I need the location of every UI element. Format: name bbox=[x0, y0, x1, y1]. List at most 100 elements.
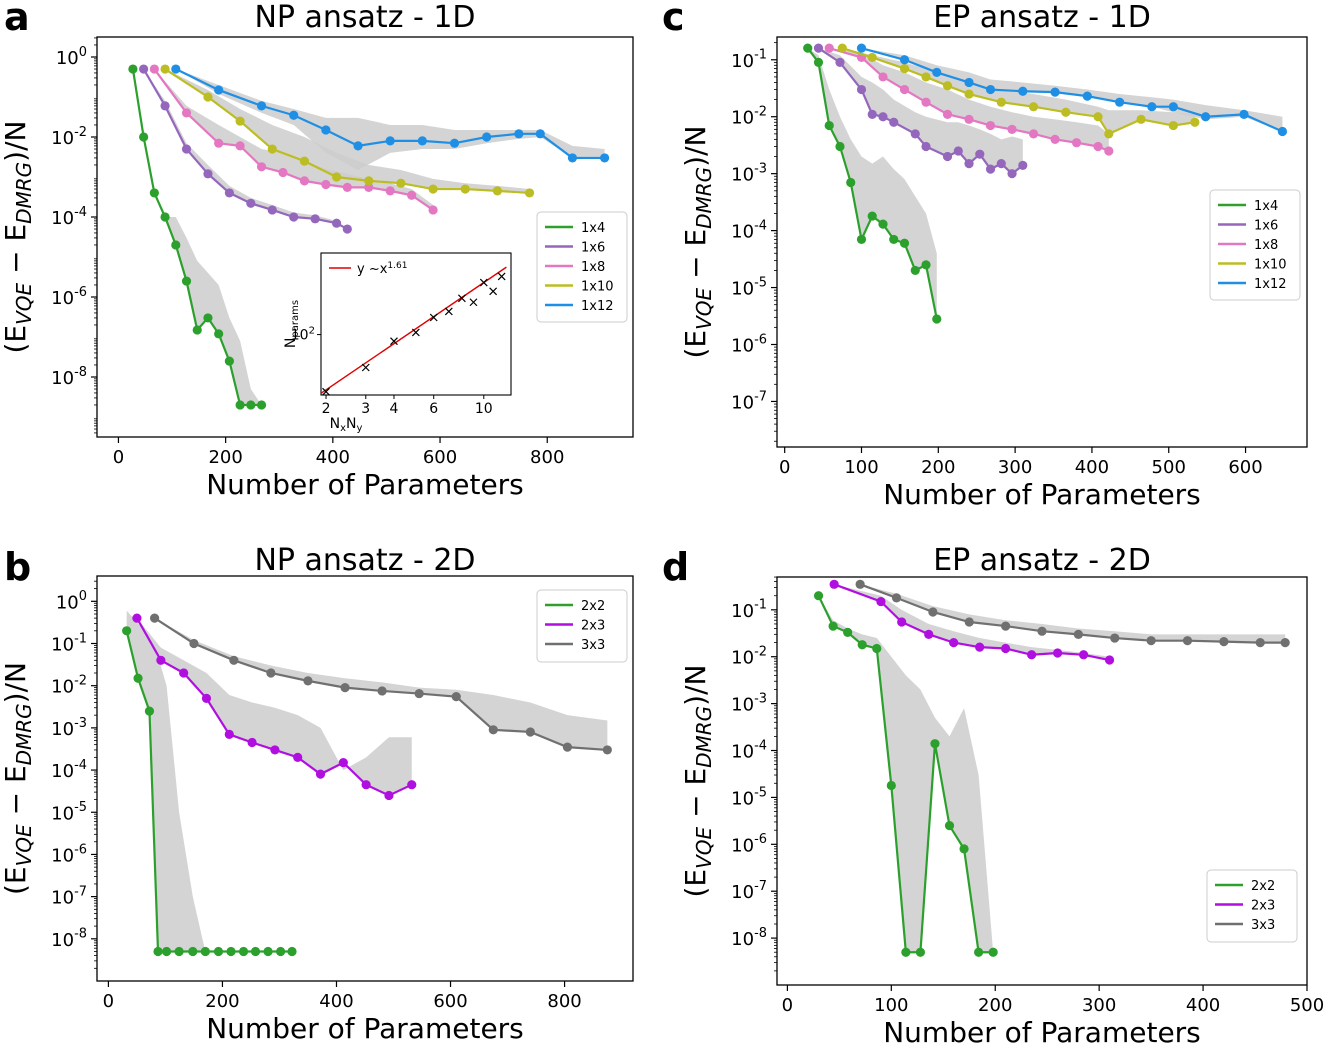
data-point bbox=[1018, 86, 1028, 96]
y-tick-label: 10-8 bbox=[51, 365, 87, 389]
data-point bbox=[813, 591, 824, 601]
data-point bbox=[229, 655, 239, 665]
y-axis-label: (EVQE − EDMRG)/N bbox=[679, 125, 716, 358]
data-point bbox=[1082, 91, 1092, 101]
data-point bbox=[886, 780, 896, 791]
data-point bbox=[897, 617, 907, 627]
legend-label: 1x8 bbox=[581, 260, 605, 275]
x-tick-label: 600 bbox=[433, 991, 467, 1012]
data-point bbox=[407, 780, 417, 790]
data-point bbox=[469, 298, 478, 307]
panel-letter: b bbox=[4, 545, 31, 589]
label-part: N bbox=[346, 416, 356, 432]
data-point bbox=[535, 129, 545, 139]
chart-panel-d: d EP ansatz - 2D0 100 200 300 400 50010-110-21… bbox=[662, 543, 1324, 1043]
chart-title: NP ansatz - 1D bbox=[254, 0, 475, 35]
data-point bbox=[867, 52, 877, 63]
y-tick-label: 10-7 bbox=[731, 389, 767, 413]
series-band-1x4 bbox=[132, 69, 262, 405]
tick-base: 10 bbox=[51, 635, 74, 656]
tick-base: 10 bbox=[731, 882, 754, 903]
data-point bbox=[179, 668, 189, 678]
data-point bbox=[331, 218, 342, 228]
data-point bbox=[899, 55, 910, 65]
data-point bbox=[985, 84, 996, 95]
series-band-1x10 bbox=[842, 48, 1195, 134]
y-tick-label: 10-2 bbox=[51, 125, 87, 149]
y-tick-label: 10-5 bbox=[731, 785, 767, 809]
data-point bbox=[200, 946, 210, 957]
tick-exponent: -3 bbox=[754, 162, 767, 177]
inset-y-label: Nparams bbox=[283, 300, 301, 348]
data-point bbox=[414, 688, 424, 699]
data-point bbox=[1028, 129, 1039, 139]
tick-exponent: -4 bbox=[754, 219, 767, 234]
data-point bbox=[289, 110, 299, 120]
y-tick-label: 10-6 bbox=[51, 285, 87, 309]
label-part: )/N bbox=[679, 125, 712, 166]
tick-base: 10 bbox=[51, 845, 74, 866]
legend-label: 1x12 bbox=[1254, 277, 1287, 292]
data-point bbox=[181, 144, 192, 154]
data-point bbox=[964, 617, 974, 627]
series-band-2x2 bbox=[126, 610, 293, 952]
data-point bbox=[889, 234, 899, 245]
tick-exponent: -3 bbox=[74, 716, 87, 731]
x-tick-label: 0 bbox=[113, 447, 124, 468]
legend-label: 1x10 bbox=[581, 280, 614, 295]
data-point bbox=[411, 328, 420, 337]
y-tick-label: 10-5 bbox=[731, 275, 767, 299]
label-part: )/N bbox=[0, 120, 32, 161]
data-point bbox=[361, 780, 371, 790]
label-subscript: params bbox=[290, 300, 301, 338]
data-point bbox=[342, 182, 352, 192]
data-point bbox=[855, 579, 865, 589]
label-superscript: 1.61 bbox=[387, 261, 407, 271]
data-point bbox=[975, 642, 985, 652]
data-point bbox=[139, 64, 149, 74]
data-point bbox=[964, 159, 974, 169]
series-band-1x6 bbox=[143, 69, 348, 230]
tick-exponent: 0 bbox=[79, 45, 87, 60]
tick-base: 10 bbox=[731, 165, 754, 186]
y-tick-label: 10-6 bbox=[51, 842, 87, 866]
tick-base: 10 bbox=[731, 336, 754, 357]
data-point bbox=[828, 621, 838, 631]
tick-exponent: -1 bbox=[754, 598, 767, 613]
data-point bbox=[385, 136, 395, 146]
data-point bbox=[1280, 638, 1290, 648]
data-point bbox=[144, 706, 155, 716]
data-point bbox=[846, 177, 856, 188]
data-point bbox=[1052, 648, 1063, 658]
data-point bbox=[1146, 636, 1156, 646]
data-point bbox=[942, 109, 953, 119]
y-axis-label: (EVQE − EDMRG)/N bbox=[0, 120, 36, 353]
tick-exponent: -5 bbox=[74, 800, 87, 815]
data-point bbox=[315, 769, 326, 779]
data-point bbox=[247, 737, 257, 748]
tick-exponent: -2 bbox=[74, 125, 87, 140]
data-point bbox=[856, 84, 867, 95]
tick-base: 10 bbox=[51, 677, 74, 698]
tick-base: 10 bbox=[56, 592, 79, 613]
data-point bbox=[417, 136, 427, 146]
label-part: − E bbox=[679, 768, 712, 827]
x-axis-label: Number of Parameters bbox=[883, 1016, 1201, 1043]
tick-base: 10 bbox=[731, 392, 754, 413]
data-point bbox=[1104, 146, 1114, 156]
data-point bbox=[1182, 636, 1193, 646]
data-point bbox=[837, 43, 847, 53]
data-point bbox=[449, 138, 460, 148]
data-point bbox=[267, 144, 277, 154]
data-point bbox=[1027, 650, 1037, 660]
label-subscript: DMRG bbox=[692, 706, 716, 768]
data-point bbox=[361, 363, 370, 372]
data-point bbox=[353, 141, 363, 151]
label-part: (E bbox=[679, 330, 712, 359]
data-point bbox=[340, 683, 350, 693]
label-subscript: DMRG bbox=[692, 167, 716, 229]
tick-base: 10 bbox=[51, 368, 74, 389]
y-tick-label: 10-3 bbox=[51, 716, 87, 740]
label-part: (E bbox=[0, 325, 32, 354]
